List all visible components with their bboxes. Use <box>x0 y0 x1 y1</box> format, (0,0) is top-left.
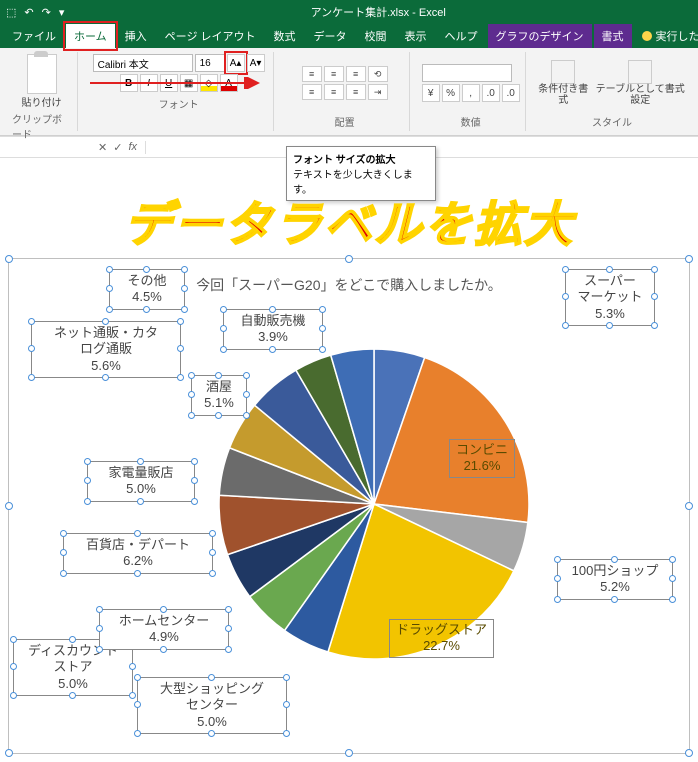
group-font-label: フォント <box>159 94 199 111</box>
comma-button[interactable]: , <box>462 84 480 102</box>
data-label[interactable]: スーパーマーケット5.3% <box>565 269 655 326</box>
data-label[interactable]: 酒屋5.1% <box>191 375 247 416</box>
chart-handle[interactable] <box>5 749 13 757</box>
group-styles: 条件付き書式 テーブルとして書式設定 スタイル <box>532 52 692 131</box>
indent-button[interactable]: ⇥ <box>368 84 388 100</box>
data-label[interactable]: 家電量販店5.0% <box>87 461 195 502</box>
group-number-label: 数値 <box>461 112 481 129</box>
pie-chart[interactable] <box>219 349 529 659</box>
orientation-button[interactable]: ⟲ <box>368 66 388 82</box>
qat-save-icon[interactable]: ⬚ <box>6 6 16 19</box>
chart-handle[interactable] <box>685 749 693 757</box>
dec-decimal-button[interactable]: .0 <box>502 84 520 102</box>
paste-icon[interactable] <box>27 54 57 94</box>
font-color-button[interactable]: A <box>220 74 238 92</box>
tab-review[interactable]: 校閲 <box>357 24 395 48</box>
bold-button[interactable]: B <box>120 74 138 92</box>
font-family-combo[interactable]: Calibri 本文 <box>93 54 193 72</box>
data-label[interactable]: ネット通販・カタログ通販5.6% <box>31 321 181 378</box>
data-label[interactable]: ホームセンター4.9% <box>99 609 229 650</box>
fx-icon[interactable]: fx <box>128 141 137 154</box>
tab-view[interactable]: 表示 <box>397 24 435 48</box>
format-as-table-button[interactable]: テーブルとして書式設定 <box>594 60 686 106</box>
fx-confirm-icon[interactable]: ✓ <box>113 141 122 154</box>
group-clipboard-label: クリップボード <box>12 109 71 141</box>
qat-undo-icon[interactable]: ↶ <box>24 6 33 19</box>
group-alignment-label: 配置 <box>335 112 355 129</box>
tab-file[interactable]: ファイル <box>4 24 64 48</box>
data-label-inner[interactable]: コンビニ21.6% <box>449 439 515 478</box>
ribbon: 貼り付け クリップボード Calibri 本文 16 A▴ A▾ B I U ▦… <box>0 48 698 136</box>
border-button[interactable]: ▦ <box>180 74 198 92</box>
data-label[interactable]: 100円ショップ5.2% <box>557 559 673 600</box>
align-left-button[interactable]: ≡ <box>302 84 322 100</box>
tab-insert[interactable]: 挿入 <box>117 24 155 48</box>
font-size-combo[interactable]: 16 <box>195 54 225 72</box>
chart-handle[interactable] <box>345 749 353 757</box>
tab-pagelayout[interactable]: ページ レイアウト <box>157 24 264 48</box>
align-middle-button[interactable]: ≡ <box>324 66 344 82</box>
tab-home[interactable]: ホーム <box>66 24 115 48</box>
data-label[interactable]: 大型ショッピングセンター5.0% <box>137 677 287 734</box>
fill-color-button[interactable]: ◇ <box>200 74 218 92</box>
tab-tellme[interactable]: 実行したい作業を <box>634 24 698 48</box>
underline-button[interactable]: U <box>160 74 178 92</box>
data-label[interactable]: 自動販売機3.9% <box>223 309 323 350</box>
chart-handle[interactable] <box>685 255 693 263</box>
inc-decimal-button[interactable]: .0 <box>482 84 500 102</box>
tooltip-title: フォント サイズの拡大 <box>293 151 429 166</box>
italic-button[interactable]: I <box>140 74 158 92</box>
ribbon-tabs: ファイル ホーム 挿入 ページ レイアウト 数式 データ 校閲 表示 ヘルプ グ… <box>0 24 698 48</box>
group-number: ¥ % , .0 .0 数値 <box>416 52 526 131</box>
group-styles-label: スタイル <box>592 112 632 129</box>
group-alignment: ≡ ≡ ≡ ⟲ ≡ ≡ ≡ ⇥ 配置 <box>280 52 410 131</box>
number-format-combo[interactable] <box>422 64 512 82</box>
chart-title[interactable]: 今回「スーパーG20」をどこで購入しましたか。 <box>196 275 502 295</box>
decrease-font-size-button[interactable]: A▾ <box>247 54 265 72</box>
chart-handle[interactable] <box>5 502 13 510</box>
title-bar: ⬚ ↶ ↷ ▾ アンケート集計.xlsx - Excel <box>0 0 698 24</box>
fx-cancel-icon[interactable]: ✕ <box>98 141 107 154</box>
tab-formula[interactable]: 数式 <box>266 24 304 48</box>
cond-format-button[interactable]: 条件付き書式 <box>538 60 588 106</box>
paste-label: 貼り付け <box>22 94 62 109</box>
currency-button[interactable]: ¥ <box>422 84 440 102</box>
data-label[interactable]: 百貨店・デパート6.2% <box>63 533 213 574</box>
tab-data[interactable]: データ <box>306 24 355 48</box>
chart-handle[interactable] <box>345 255 353 263</box>
align-right-button[interactable]: ≡ <box>346 84 366 100</box>
annotation-title: データラベルを拡大 <box>0 185 698 255</box>
group-font: Calibri 本文 16 A▴ A▾ B I U ▦ ◇ A フォント <box>84 52 274 131</box>
group-clipboard: 貼り付け クリップボード <box>6 52 78 131</box>
align-center-button[interactable]: ≡ <box>324 84 344 100</box>
bulb-icon <box>642 31 652 41</box>
tab-chart-format[interactable]: 書式 <box>594 24 632 48</box>
qat-redo-icon[interactable]: ↷ <box>42 6 51 19</box>
tab-chart-design[interactable]: グラフのデザイン <box>488 24 592 48</box>
chart-handle[interactable] <box>5 255 13 263</box>
tab-help[interactable]: ヘルプ <box>437 24 486 48</box>
increase-font-size-button[interactable]: A▴ <box>227 54 245 72</box>
chart-handle[interactable] <box>685 502 693 510</box>
data-label[interactable]: その他4.5% <box>109 269 185 310</box>
align-top-button[interactable]: ≡ <box>302 66 322 82</box>
app-title: アンケート集計.xlsx - Excel <box>64 4 692 20</box>
chart-area[interactable]: 今回「スーパーG20」をどこで購入しましたか。 コンビニ21.6% ドラッグストア… <box>8 258 690 754</box>
percent-button[interactable]: % <box>442 84 460 102</box>
data-label-inner[interactable]: ドラッグストア22.7% <box>389 619 494 658</box>
align-bottom-button[interactable]: ≡ <box>346 66 366 82</box>
